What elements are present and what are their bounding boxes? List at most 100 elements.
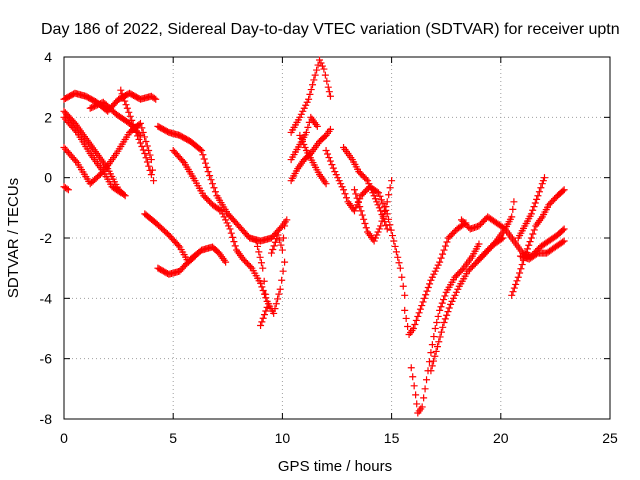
data-point	[270, 309, 278, 317]
data-point	[379, 199, 387, 207]
data-point	[385, 191, 393, 199]
data-point	[296, 113, 304, 121]
data-point	[418, 403, 426, 411]
data-point	[231, 242, 239, 250]
data-point	[209, 180, 217, 188]
data-point	[436, 333, 444, 341]
data-point	[388, 177, 396, 185]
data-point	[454, 285, 462, 293]
data-point	[142, 137, 150, 145]
data-point	[392, 248, 400, 256]
data-point	[196, 145, 204, 153]
data-point	[313, 66, 321, 74]
data-point	[358, 211, 366, 219]
data-point	[431, 352, 439, 360]
data-point	[117, 86, 125, 94]
x-axis-label: GPS time / hours	[278, 458, 392, 475]
data-point	[360, 215, 368, 223]
data-point	[229, 233, 237, 241]
data-point	[370, 237, 378, 245]
data-point	[434, 312, 442, 320]
data-point	[281, 258, 289, 266]
data-point	[257, 259, 265, 267]
data-point	[267, 249, 275, 257]
data-point	[427, 349, 435, 357]
data-point	[381, 207, 389, 215]
data-point	[423, 287, 431, 295]
data-point	[259, 264, 267, 272]
y-tick-label: 4	[44, 49, 52, 65]
data-point	[118, 90, 126, 98]
data-point	[433, 318, 441, 326]
axis-ticks	[63, 56, 611, 420]
series-track-t	[350, 177, 396, 245]
data-point	[222, 216, 230, 224]
data-point	[309, 81, 317, 89]
data-point	[320, 65, 328, 73]
data-point	[313, 122, 321, 130]
data-point	[279, 234, 287, 242]
data-point	[141, 150, 149, 158]
data-point	[332, 171, 340, 179]
data-point	[365, 180, 373, 188]
data-point	[303, 98, 311, 106]
data-point	[373, 231, 381, 239]
data-point	[416, 305, 424, 313]
data-point	[529, 206, 537, 214]
data-point	[424, 283, 432, 291]
data-point	[325, 154, 333, 162]
series-track-p	[287, 125, 334, 185]
data-point	[426, 280, 434, 288]
data-point	[321, 71, 329, 79]
data-point	[373, 188, 381, 196]
data-point	[525, 241, 533, 249]
series-track-aa	[514, 174, 548, 242]
data-point	[324, 83, 332, 91]
data-point	[512, 280, 520, 288]
data-point	[540, 174, 548, 182]
data-point	[126, 112, 134, 120]
data-point	[304, 123, 312, 131]
data-point	[413, 400, 421, 408]
data-point	[354, 198, 362, 206]
data-point	[318, 62, 326, 70]
data-point	[220, 213, 228, 221]
data-point	[334, 174, 342, 182]
data-point	[530, 203, 538, 211]
series-track-k	[154, 243, 230, 278]
data-point	[329, 164, 337, 172]
data-point	[322, 180, 330, 188]
data-point	[230, 238, 238, 246]
data-point	[418, 302, 426, 310]
data-point	[275, 290, 283, 298]
data-point	[281, 222, 289, 230]
data-point	[337, 180, 345, 188]
data-point	[147, 171, 155, 179]
data-point	[63, 185, 71, 193]
data-point	[398, 273, 406, 281]
data-point	[246, 263, 254, 271]
data-point	[310, 76, 318, 84]
data-point	[517, 265, 525, 273]
data-point	[508, 213, 516, 221]
data-point	[404, 322, 412, 330]
data-point	[458, 266, 466, 274]
data-point	[430, 333, 438, 341]
data-point	[64, 186, 72, 194]
data-point	[226, 225, 234, 233]
data-point	[383, 198, 391, 206]
data-point	[441, 315, 449, 323]
data-point	[262, 307, 270, 315]
data-point	[353, 194, 361, 202]
data-point	[272, 300, 280, 308]
series-track-n	[287, 56, 334, 136]
series-track-g	[86, 98, 144, 139]
data-point	[271, 305, 279, 313]
data-point	[538, 180, 546, 188]
data-point	[508, 291, 516, 299]
data-point	[257, 279, 265, 287]
data-point	[362, 175, 370, 183]
data-point	[307, 86, 315, 94]
data-point	[539, 177, 547, 185]
